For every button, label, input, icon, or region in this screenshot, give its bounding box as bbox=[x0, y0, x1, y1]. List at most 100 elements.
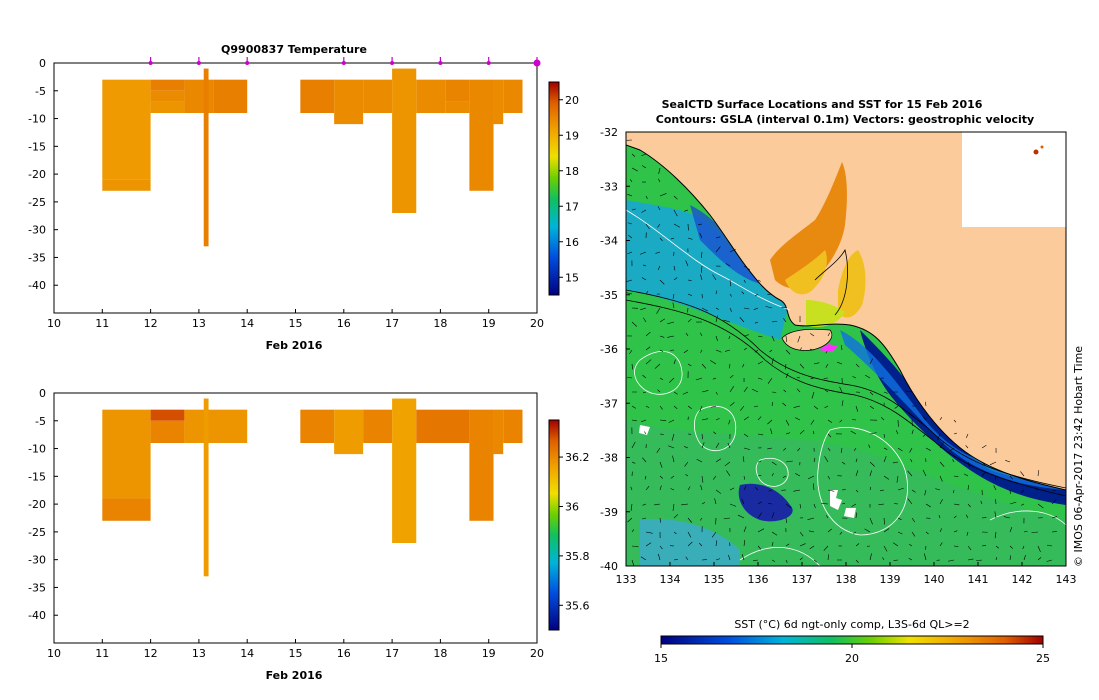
velocity-vector-185 bbox=[659, 405, 663, 410]
colorbar-tick-label-17: 17 bbox=[565, 200, 579, 213]
velocity-vector-174 bbox=[796, 388, 801, 393]
lon-tick-label-140: 140 bbox=[924, 573, 945, 586]
x-tick-label-16: 16 bbox=[337, 317, 351, 330]
velocity-vector-307 bbox=[989, 461, 997, 466]
velocity-vector-355 bbox=[855, 489, 859, 493]
velocity-vector-395 bbox=[980, 500, 983, 505]
velocity-vector-213 bbox=[743, 416, 749, 421]
velocity-vector-210 bbox=[701, 418, 709, 421]
velocity-vector-101 bbox=[728, 335, 731, 339]
velocity-vector-369 bbox=[1051, 489, 1056, 491]
x-tick-label-10: 10 bbox=[47, 647, 61, 660]
lat-tick-label--40: -40 bbox=[600, 560, 618, 573]
velocity-vector-55 bbox=[729, 279, 732, 287]
lon-tick-label-135: 135 bbox=[704, 573, 725, 586]
velocity-vector-56 bbox=[743, 279, 746, 283]
velocity-vector-306 bbox=[981, 461, 986, 466]
velocity-vector-116 bbox=[724, 349, 731, 352]
velocity-vector-493 bbox=[1046, 544, 1053, 547]
velocity-vector-80 bbox=[781, 306, 787, 309]
velocity-vector-501 bbox=[728, 554, 731, 561]
velocity-vector-442 bbox=[771, 531, 778, 536]
velocity-vector-58 bbox=[626, 292, 633, 295]
velocity-vector-371 bbox=[642, 503, 647, 506]
velocity-vector-110 bbox=[645, 346, 651, 351]
cloud-gap-1 bbox=[830, 490, 842, 510]
velocity-vector-335 bbox=[994, 475, 997, 480]
panel-sst-map: SealCTD Surface Locations and SST for 15… bbox=[600, 98, 1085, 665]
velocity-vector-89 bbox=[739, 317, 745, 323]
velocity-vector-452 bbox=[911, 531, 916, 537]
spencer-gulf bbox=[770, 162, 847, 289]
velocity-vector-340 bbox=[645, 485, 650, 491]
sst-cool-southwest bbox=[640, 519, 740, 566]
velocity-vector-458 bbox=[994, 531, 997, 539]
velocity-vector-125 bbox=[631, 363, 633, 370]
velocity-vector-207 bbox=[659, 419, 667, 421]
velocity-vector-471 bbox=[743, 539, 746, 547]
velocity-vector-250 bbox=[922, 433, 927, 437]
velocity-vector-152 bbox=[757, 377, 763, 380]
velocity-vector-265 bbox=[783, 447, 787, 451]
velocity-vector-49 bbox=[641, 277, 647, 281]
velocity-vector-322 bbox=[807, 475, 815, 480]
velocity-vector-121 bbox=[799, 347, 803, 351]
velocity-vector-377 bbox=[729, 503, 737, 507]
velocity-vector-332 bbox=[953, 475, 959, 477]
velocity-vector-295 bbox=[824, 456, 829, 463]
velocity-vector-508 bbox=[827, 554, 829, 561]
data-cell-14 bbox=[445, 101, 470, 113]
lon-tick-label-133: 133 bbox=[616, 573, 637, 586]
data-cell-12 bbox=[416, 79, 446, 113]
velocity-vector-490 bbox=[1009, 545, 1013, 549]
velocity-vector-187 bbox=[687, 405, 692, 410]
velocity-vector-328 bbox=[896, 475, 899, 483]
x-tick-label-14: 14 bbox=[240, 647, 254, 660]
velocity-vector-198 bbox=[841, 400, 844, 407]
x-tick-label-12: 12 bbox=[144, 317, 158, 330]
velocity-vector-504 bbox=[771, 559, 776, 562]
velocity-vector-301 bbox=[910, 458, 913, 463]
velocity-vector-314 bbox=[701, 475, 704, 483]
x-tick-label-13: 13 bbox=[192, 647, 206, 660]
velocity-vector-317 bbox=[743, 475, 746, 480]
x-tick-label-19: 19 bbox=[482, 317, 496, 330]
velocity-vector-212 bbox=[728, 419, 731, 425]
lon-tick-label-143: 143 bbox=[1056, 573, 1077, 586]
velocity-vector-282 bbox=[642, 457, 647, 463]
velocity-vector-23 bbox=[698, 223, 703, 226]
gsla-contour-1 bbox=[626, 209, 791, 311]
sst-cool-patch bbox=[738, 483, 793, 522]
velocity-vector-211 bbox=[715, 418, 720, 421]
velocity-vector-79 bbox=[765, 306, 773, 309]
velocity-vector-251 bbox=[937, 433, 941, 441]
velocity-vector-29 bbox=[699, 232, 703, 239]
x-tick-label-13: 13 bbox=[192, 317, 206, 330]
velocity-vector-444 bbox=[799, 531, 804, 537]
velocity-vector-298 bbox=[869, 461, 875, 467]
panel-salinity: 10 11 12 13 14 15 16 17 18 19 20 0 -5 -10 -15 -20 -25 -3… bbox=[28, 387, 589, 682]
velocity-vector-451 bbox=[897, 531, 903, 535]
velocity-vector-76 bbox=[729, 307, 732, 313]
y-tick-label--15: -15 bbox=[28, 470, 46, 483]
velocity-vector-475 bbox=[799, 543, 806, 547]
velocity-vector-425 bbox=[965, 514, 969, 519]
colorbar-tick-label-16: 16 bbox=[565, 236, 579, 249]
velocity-vector-41 bbox=[657, 265, 661, 271]
sst-shelf-blue bbox=[626, 200, 790, 340]
velocity-vector-253 bbox=[966, 433, 969, 439]
velocity-vector-85 bbox=[687, 318, 692, 323]
velocity-vector-173 bbox=[783, 389, 787, 393]
velocity-vector-435 bbox=[673, 531, 677, 535]
velocity-vector-506 bbox=[799, 557, 803, 561]
velocity-vector-512 bbox=[882, 557, 885, 561]
velocity-vector-258 bbox=[684, 446, 689, 449]
x-tick-label-18: 18 bbox=[433, 647, 447, 660]
velocity-vector-167 bbox=[701, 390, 709, 393]
velocity-vector-169 bbox=[729, 385, 735, 393]
velocity-vector-139 bbox=[825, 363, 829, 368]
geostrophic-velocity-vectors bbox=[626, 139, 1058, 566]
velocity-vector-440 bbox=[743, 526, 747, 533]
velocity-vector-390 bbox=[907, 498, 913, 505]
velocity-vector-88 bbox=[723, 319, 731, 323]
